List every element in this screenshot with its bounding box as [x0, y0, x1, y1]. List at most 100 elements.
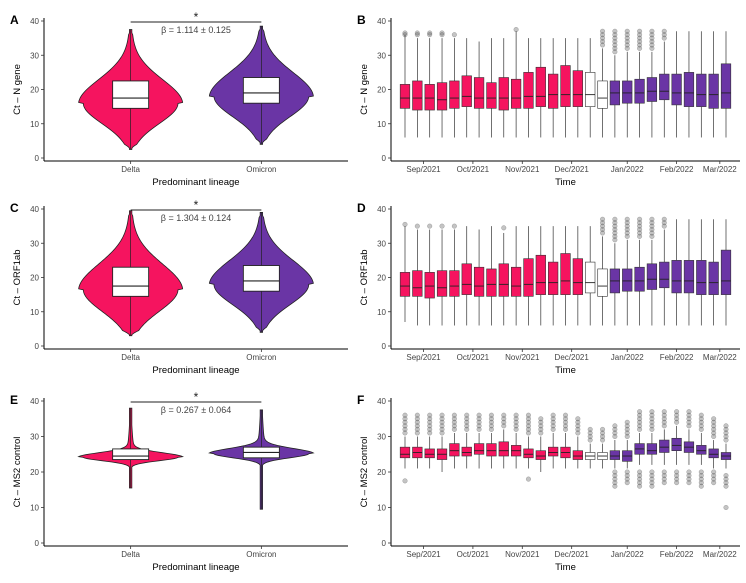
outlier-point	[612, 433, 618, 440]
outlier-point	[599, 42, 606, 48]
outlier-point	[501, 423, 507, 429]
outlier-point	[612, 423, 618, 429]
outlier-point	[661, 35, 667, 41]
x-tick-label: Delta	[121, 165, 140, 174]
box-omicron	[683, 72, 695, 107]
box-6	[461, 38, 472, 138]
outlier-point	[711, 416, 717, 422]
outlier-point	[674, 419, 680, 425]
box-4	[436, 412, 448, 472]
outlier-point	[624, 42, 630, 48]
outlier-point	[649, 39, 655, 45]
y-tick-label: 30	[377, 433, 386, 442]
outlier-point	[711, 419, 717, 425]
outlier-point	[711, 426, 717, 432]
box-15	[572, 38, 583, 138]
outlier-point	[612, 426, 618, 432]
x-axis-label: Time	[555, 365, 576, 376]
outlier-point	[723, 476, 729, 482]
outlier-point	[711, 473, 717, 479]
outlier-point	[525, 423, 532, 429]
outlier-point	[674, 476, 680, 482]
outlier-point	[525, 426, 532, 432]
y-tick-label: 30	[377, 239, 386, 248]
outlier-point	[686, 416, 692, 422]
x-tick-label: Jan/2022	[611, 165, 644, 174]
box-omicron	[683, 260, 695, 294]
box-delta	[572, 450, 583, 460]
outlier-point	[637, 223, 643, 229]
outlier-point	[624, 233, 630, 239]
outlier-point	[661, 423, 667, 429]
x-tick-label: Sep/2021	[406, 353, 441, 362]
outlier-point	[637, 426, 643, 432]
outlier-point	[550, 419, 556, 425]
box-13	[548, 412, 559, 469]
outlier-point	[637, 419, 643, 425]
outlier-point	[711, 423, 717, 429]
outlier-point	[402, 423, 408, 429]
box-19	[622, 216, 633, 326]
box-omicron	[634, 78, 645, 104]
box-delta	[486, 82, 497, 109]
box-7	[473, 229, 485, 326]
outlier-point	[649, 480, 655, 486]
outlier-point	[624, 419, 630, 425]
outlier-point	[637, 423, 643, 429]
box-delta	[523, 258, 534, 297]
y-tick-label: 30	[377, 51, 386, 60]
box-delta	[498, 441, 509, 457]
box-omicron	[696, 445, 707, 455]
box-delta	[511, 78, 522, 109]
outlier-point	[637, 469, 643, 475]
outlier-point	[612, 28, 618, 34]
outlier-point	[649, 473, 655, 479]
outlier-point	[624, 28, 630, 34]
outlier-point	[698, 412, 704, 418]
outlier-point	[661, 480, 667, 486]
outlier-point	[624, 220, 630, 226]
x-tick-label: Omicron	[246, 165, 276, 174]
x-tick-label: Mar/2022	[703, 550, 737, 559]
outlier-point	[612, 230, 618, 236]
box-26	[708, 31, 719, 138]
outlier-point	[649, 223, 655, 229]
outlier-point	[513, 412, 519, 418]
outlier-point	[550, 426, 556, 432]
outlier-point	[562, 416, 569, 422]
outlier-point	[624, 230, 630, 236]
box-20	[634, 216, 645, 326]
box-20	[634, 409, 645, 489]
outlier-point	[513, 426, 519, 432]
outlier-point	[439, 32, 445, 38]
x-tick-label: Jan/2022	[611, 550, 644, 559]
violin-box	[112, 80, 150, 109]
outlier-point	[488, 412, 494, 418]
box-27	[720, 31, 732, 138]
outlier-point	[698, 483, 704, 489]
x-tick-label: Feb/2022	[660, 550, 694, 559]
outlier-point	[501, 412, 507, 418]
box-5	[449, 412, 460, 469]
outlier-point	[674, 412, 680, 418]
outlier-point	[501, 225, 507, 231]
y-tick-label: 40	[377, 205, 386, 214]
outlier-point	[439, 423, 445, 429]
outlier-point	[451, 426, 457, 432]
outlier-point	[624, 423, 630, 429]
box-omicron	[646, 443, 658, 455]
outlier-point	[637, 473, 643, 479]
box-25	[696, 412, 707, 489]
outlier-point	[488, 419, 494, 425]
outlier-point	[637, 412, 643, 418]
box-11	[523, 38, 534, 138]
outlier-point	[637, 28, 643, 34]
outlier-point	[562, 423, 569, 429]
outlier-point	[414, 423, 420, 429]
x-tick-label: Oct/2021	[457, 550, 490, 559]
box-25	[696, 219, 707, 326]
outlier-point	[538, 426, 544, 432]
box-5	[449, 32, 460, 138]
outlier-point	[637, 476, 643, 482]
